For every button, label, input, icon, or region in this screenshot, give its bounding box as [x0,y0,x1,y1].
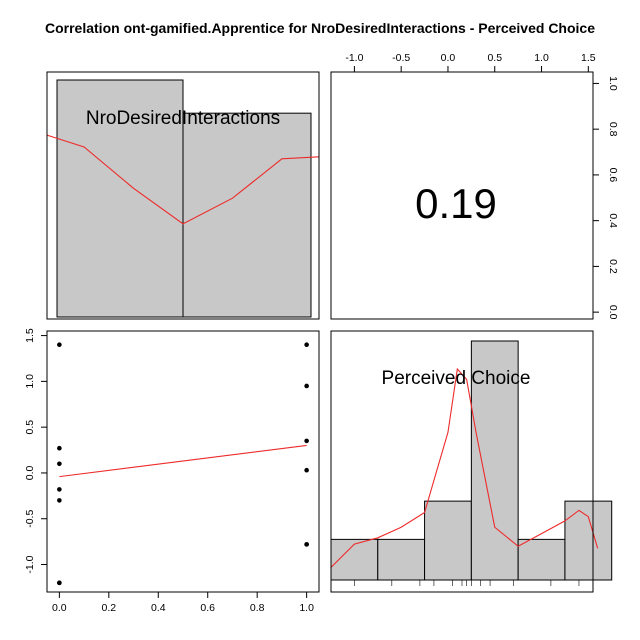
tick-label: -1.0 [345,52,363,64]
scatter-point [57,580,62,586]
panel-borders [46,71,594,593]
tick-label: 0.5 [487,52,502,64]
tick-label: 1.0 [607,76,619,91]
panel-histogram-perceived-choice [330,340,613,586]
tick-label: 0.8 [250,602,265,614]
histogram-bar [182,112,312,318]
scatter-point [57,445,62,451]
tick-label: 1.5 [24,328,36,343]
variable-label-perceived-choice: Perceived Choice [382,368,531,389]
density-curve [330,367,599,568]
scatter-point [304,342,309,348]
tick-label: 0.6 [607,168,619,183]
panel-border [330,330,594,593]
tick-label: -1.0 [24,555,36,573]
histogram-bar [517,538,566,581]
left-axis: -1.0 -0.5 0.0 0.5 1.0 1.5 [24,328,48,574]
tick-label: 0.5 [24,420,36,435]
tick-label: 0.6 [200,602,215,614]
scatter-point [304,383,309,389]
scatter-point [304,438,309,444]
bottom-axis: 0.0 0.2 0.4 0.6 0.8 1.0 [52,591,314,614]
tick-label: 0.0 [24,465,36,480]
scatter-point [304,542,309,547]
panel-border [46,330,320,593]
variable-label-nrodesiredinteractions: NroDesiredInteractions [86,108,280,129]
chart-title: Correlation ont-gamified.Apprentice for … [45,20,595,36]
panel-histogram-nrodesiredinteractions [46,79,320,318]
tick-label: 0.4 [151,602,166,614]
tick-label: 0.0 [441,52,456,64]
tick-label: 1.0 [24,374,36,389]
density-curve [46,134,320,225]
tick-label: 1.0 [534,52,549,64]
scatter-point [57,498,62,503]
scatter-point [57,342,62,348]
tick-label: 1.0 [299,602,314,614]
histogram-bar [424,500,472,581]
tick-label: 0.0 [607,305,619,320]
tick-label: 0.2 [102,602,117,614]
top-axis: -1.0 -0.5 0.0 0.5 1.0 1.5 [345,52,596,73]
tick-label: 0.0 [52,602,67,614]
tick-label: 1.5 [581,52,596,64]
scatter-point [57,487,62,492]
tick-label: -0.5 [392,52,410,64]
histogram-bar [377,538,426,581]
panel-border [46,71,320,320]
scatter-point [57,461,62,467]
panel-scatter [57,342,309,586]
histogram-bar [564,500,613,581]
tick-label: -0.5 [24,510,36,528]
scatter-point [304,467,309,473]
right-axis: 0.0 0.2 0.4 0.6 0.8 1.0 [592,76,619,320]
panel-border [330,71,594,320]
correlation-value: 0.19 [415,180,497,227]
fit-line [59,444,307,478]
histogram-bar [56,79,184,318]
tick-label: 0.4 [607,213,619,228]
tick-label: 0.8 [607,122,619,137]
tick-label: 0.2 [607,259,619,274]
